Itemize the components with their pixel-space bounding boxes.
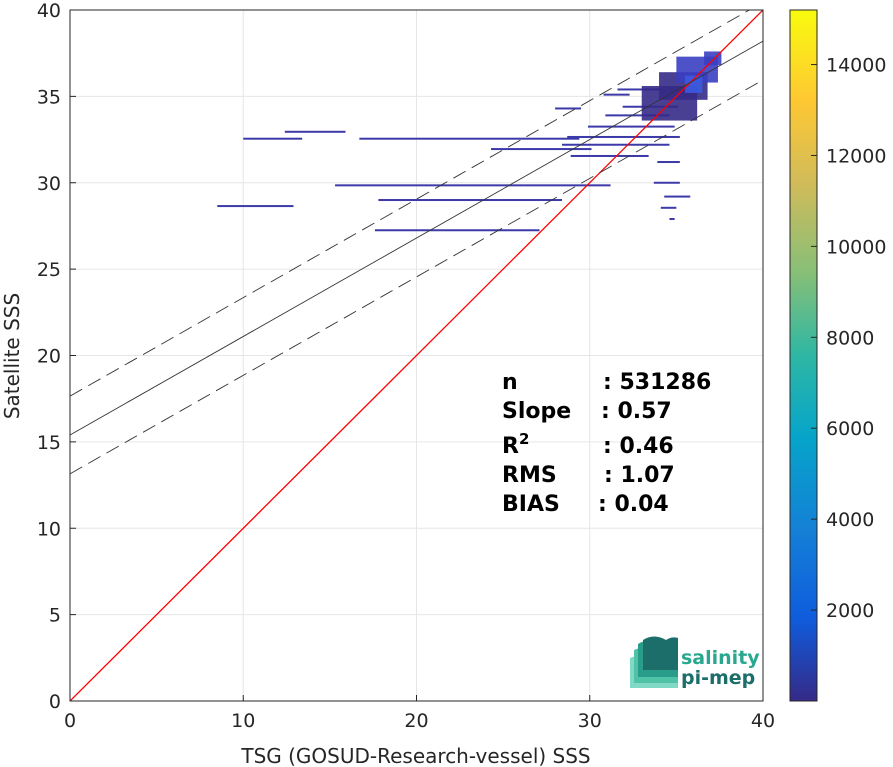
y-ticks: 0 5 10 15 20 25 30 35 40 [37,0,76,713]
x-tick-label: 10 [231,710,255,732]
stat-label: RMS [502,463,557,488]
density-segment [555,107,582,110]
stat-value: : 531286 [603,370,711,395]
colorbar-tick-label: 2000 [826,600,874,622]
y-axis-label: Satellite SSS [0,293,24,419]
y-tick-label: 10 [37,518,61,540]
density-segment [617,88,663,91]
y-tick-label: 25 [37,259,61,281]
density-segment [378,199,563,202]
density-segment [664,195,691,198]
stats-box: n : 531286 Slope : 0.57 R2 : 0.46 RMS : 1.07 BIA… [502,370,711,517]
x-tick-label: 0 [64,710,76,732]
logo-line1: salinity [681,647,760,669]
x-ticks: 0 10 20 30 40 [64,695,775,732]
colorbar-tick-label: 10000 [826,236,886,258]
stat-value: : 0.46 [603,434,674,459]
stat-value: : 1.07 [604,463,675,488]
one-to-one-line [70,10,763,701]
y-tick-label: 40 [37,0,61,22]
x-tick-label: 30 [578,710,602,732]
y-tick-label: 5 [49,605,61,627]
colorbar: 2000 4000 6000 8000 10000 12000 14000 [789,9,886,702]
density-segment [570,154,649,157]
density-segment [490,148,592,151]
regression-band-line [70,79,763,475]
density-segment [335,184,524,187]
density-segment [669,218,675,221]
colorbar-gradient [789,9,818,702]
x-tick-label: 20 [404,710,428,732]
x-tick-label: 40 [751,710,775,732]
density-segment [653,181,680,184]
density-segment [217,205,294,208]
density-segment [660,206,677,209]
colorbar-ticks: 2000 4000 6000 8000 10000 12000 14000 [811,55,886,622]
stat-label: Slope [502,399,571,424]
x-axis-label: TSG (GOSUD-Research-vessel) SSS [240,744,590,767]
colorbar-tick-label: 4000 [826,509,874,531]
density-segment [657,161,680,164]
density-segment [588,125,675,128]
density-segment [374,229,540,232]
stat-label: n [502,370,518,395]
stat-label: BIAS [502,492,560,517]
stat-value: : 0.57 [601,399,672,424]
stat-label: R2 [502,430,529,459]
density-segment [523,184,611,187]
density-cloud [217,51,722,232]
fit-lines [70,10,763,701]
regression-band-line [70,10,751,397]
y-tick-label: 0 [49,691,61,713]
regression-line [70,40,763,436]
colorbar-tick-label: 6000 [826,418,874,440]
y-tick-label: 20 [37,346,61,368]
density-segment [284,130,346,133]
density-segment [359,137,580,140]
density-segment [562,143,670,146]
density-segment [243,137,303,140]
wave-logo-icon [630,636,678,688]
density-segment [567,135,680,138]
y-tick-label: 15 [37,432,61,454]
y-tick-label: 35 [37,86,61,108]
stat-value: : 0.04 [598,492,669,517]
density-segment [603,93,630,96]
colorbar-tick-label: 12000 [826,145,886,167]
density-block [685,75,703,93]
density-segment [605,114,670,117]
colorbar-tick-label: 8000 [826,327,874,349]
logo-line2: pi-mep [681,667,755,689]
salinity-pi-mep-logo: salinity pi-mep [630,636,760,689]
y-tick-label: 30 [37,173,61,195]
colorbar-tick-label: 14000 [826,55,886,77]
